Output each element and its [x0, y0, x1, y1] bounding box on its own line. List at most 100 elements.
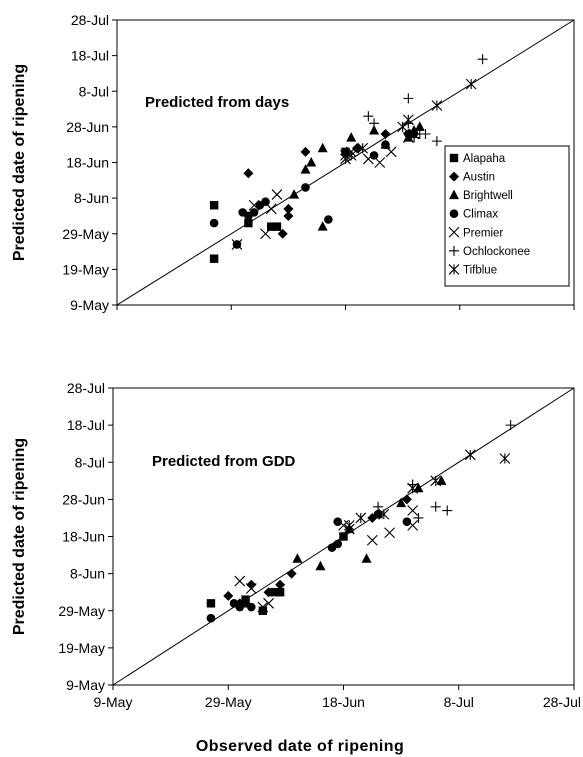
y-tick-label: 28-Jul [67, 380, 105, 396]
x-tick-label: 28-Jul [543, 694, 581, 710]
point-alapaha [258, 606, 268, 615]
point-tifblue [430, 475, 442, 487]
legend-label-austin: Austin [463, 172, 495, 184]
point-ochlockonee [505, 420, 516, 431]
point-tifblue [355, 512, 367, 524]
point-brightwell [300, 164, 311, 174]
point-premier [265, 203, 277, 215]
x-tick-label: 9-May [94, 694, 133, 710]
point-premier [374, 157, 386, 168]
point-premier [245, 583, 257, 594]
point-tifblue [397, 121, 409, 133]
point-climax [324, 215, 333, 224]
point-brightwell [361, 553, 372, 563]
point-tifblue [402, 114, 414, 126]
point-ochlockonee [363, 111, 374, 122]
point-brightwell [292, 553, 303, 563]
legend-marker-ochlockonee [449, 245, 459, 256]
point-ochlockonee [369, 118, 380, 129]
point-alapaha [206, 599, 216, 608]
point-austin [277, 228, 288, 239]
point-brightwell [414, 121, 425, 131]
point-ochlockonee [413, 512, 424, 523]
y-tick-label: 8-Jul [75, 454, 105, 470]
point-climax [249, 208, 259, 217]
point-tifblue [465, 78, 477, 90]
legend-marker-brightwell [449, 189, 459, 200]
point-alapaha [209, 201, 219, 210]
y-tick-label: 28-Jun [62, 491, 105, 507]
y-tick-label: 9-May [66, 677, 105, 693]
legend-marker-alapaha [449, 153, 459, 163]
series-alapaha [209, 147, 350, 263]
point-brightwell [346, 132, 357, 142]
point-alapaha [267, 222, 276, 231]
point-tifblue [464, 449, 476, 461]
point-brightwell [413, 482, 424, 493]
legend-label-tifblue: Tifblue [463, 264, 497, 276]
point-brightwell [289, 189, 300, 199]
series-austin [223, 494, 412, 609]
point-austin [223, 590, 234, 601]
point-austin [351, 143, 362, 154]
point-austin [286, 568, 297, 579]
series-brightwell [289, 121, 425, 231]
point-austin [283, 210, 294, 221]
point-austin [263, 587, 274, 598]
point-austin [243, 168, 254, 179]
point-climax [381, 140, 390, 149]
series-tifblue [340, 78, 477, 165]
point-climax [373, 509, 383, 519]
point-austin [275, 579, 286, 590]
legend: Alapaha Austin Brightwell Climax Premier Ochl… [444, 145, 570, 287]
y-tick-label: 28-Jun [66, 119, 109, 135]
point-austin [401, 494, 412, 505]
point-premier [366, 534, 378, 546]
legend-label-alapaha: Alapaha [463, 153, 506, 165]
y-tick-label: 28-Jul [71, 12, 109, 28]
legend-marker-climax [449, 209, 459, 219]
y-tick-label: 8-Jun [74, 190, 109, 206]
point-brightwell [315, 560, 326, 571]
point-climax [206, 613, 216, 623]
point-ochlockonee [403, 93, 414, 104]
x-tick-label: 18-Jun [322, 694, 365, 710]
point-alapaha [339, 532, 348, 541]
y-tick-label: 8-Jul [79, 83, 109, 99]
point-alapaha [275, 587, 285, 597]
legend-marker-austin [449, 171, 459, 182]
legend-box [444, 145, 570, 287]
point-premier [231, 239, 243, 250]
point-austin [246, 579, 257, 590]
point-climax [369, 151, 379, 160]
panel-title: Predicted from GDD [152, 453, 296, 470]
legend-marker-tifblue [448, 264, 460, 275]
point-premier [271, 189, 283, 200]
point-brightwell [369, 124, 380, 135]
point-ochlockonee [477, 54, 488, 65]
y-tick-label: 8-Jun [70, 566, 105, 582]
point-tifblue [357, 142, 369, 154]
legend-label-brightwell: Brightwell [463, 190, 513, 202]
legend-label-climax: Climax [463, 209, 498, 221]
point-ochlockonee [420, 129, 431, 139]
x-tick-label: 8-Jul [444, 694, 474, 710]
point-brightwell [396, 497, 407, 508]
y-tick-label: 19-May [62, 261, 109, 277]
panel-predicted-from-days: 9-May 19-May 29-May 8-Jun 18-Jun 28-Jun 8-Jul 1… [11, 12, 575, 313]
point-tifblue [378, 508, 390, 520]
point-premier [338, 519, 349, 531]
point-alapaha [244, 218, 253, 228]
point-austin [380, 129, 391, 139]
series-climax [206, 509, 412, 623]
point-premier [384, 527, 395, 539]
point-brightwell [306, 157, 317, 167]
point-tifblue [340, 153, 351, 165]
point-alapaha [270, 587, 279, 597]
point-climax [247, 602, 256, 612]
point-tifblue [499, 453, 511, 464]
point-climax [333, 539, 343, 549]
point-brightwell [436, 475, 447, 485]
panel-predicted-from-gdd: 9-May 19-May 29-May 8-Jun 18-Jun 28-Jun 8-Jul 1… [11, 380, 581, 710]
